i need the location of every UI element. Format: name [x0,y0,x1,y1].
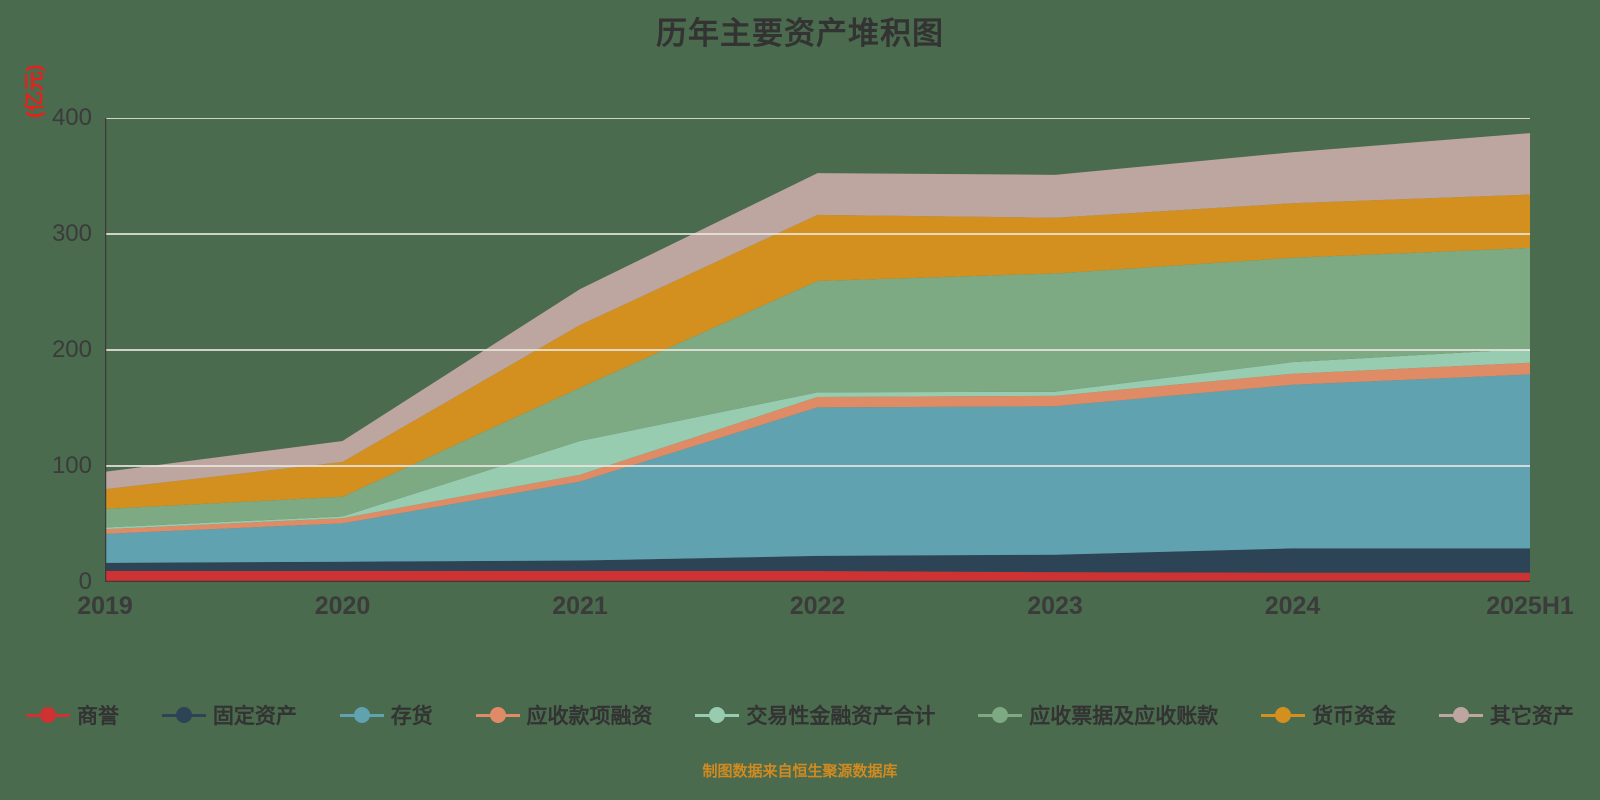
legend-item-3[interactable]: 应收款项融资 [475,700,653,730]
legend-swatch-icon [26,704,70,726]
legend-item-7[interactable]: 其它资产 [1438,700,1574,730]
legend-label: 商誉 [77,705,119,728]
legend-label: 存货 [390,705,433,728]
area-series-6 [105,194,1530,509]
y-tick-label: 300 [51,220,92,247]
legend-item-4[interactable]: 交易性金融资产合计 [695,700,935,730]
legend-label: 交易性金融资产合计 [746,705,936,728]
legend-label: 应收票据及应收账款 [1029,705,1219,728]
area-series-0 [105,570,1530,582]
y-tick-label: 0 [78,568,92,595]
x-tick-label: 2025H1 [1486,592,1574,620]
page-title: 历年主要资产堆积图 [656,16,944,51]
x-tick-label: 2022 [789,592,846,620]
x-tick-label: 2021 [552,592,608,620]
chart-legend: 商誉 固定资产 存货 应收款项融资 交易性金融资产合计 应收票据及应收账款 货币资金 其它资产 [0,700,1600,730]
area-series-7 [105,133,1530,490]
legend-swatch-icon [978,704,1023,726]
legend-item-5[interactable]: 应收票据及应收账款 [978,700,1218,730]
y-tick-label: 400 [51,104,92,131]
legend-swatch-icon [1438,704,1483,726]
legend-label: 应收款项融资 [526,705,653,728]
legend-swatch-icon [339,704,384,726]
legend-label: 其它资产 [1489,705,1574,728]
area-series-2 [105,374,1530,563]
x-tick-label: 2020 [314,592,371,620]
footnote-source: 制图数据来自恒生聚源数据库 [702,763,898,780]
plot-area [105,118,1530,582]
stacked-area-plot [105,118,1530,582]
legend-swatch-icon [161,704,206,726]
legend-item-1[interactable]: 固定资产 [161,700,297,730]
area-series-4 [105,348,1530,530]
legend-label: 货币资金 [1312,705,1397,728]
x-tick-label: 2023 [1027,592,1083,620]
area-series-1 [105,548,1530,573]
legend-item-6[interactable]: 货币资金 [1261,700,1396,730]
x-tick-label: 2019 [77,592,133,620]
y-tick-label: 200 [51,336,92,363]
legend-label: 固定资产 [212,705,297,728]
y-axis-tick-labels: 0 100 200 300 400 [0,0,92,800]
legend-swatch-icon [475,704,520,726]
legend-swatch-icon [695,704,740,726]
legend-swatch-icon [1261,704,1306,726]
legend-item-0[interactable]: 商誉 [26,700,119,730]
area-series-5 [105,247,1530,528]
legend-item-2[interactable]: 存货 [339,700,433,730]
x-tick-label: 2024 [1264,592,1321,620]
y-tick-label: 100 [51,452,92,479]
